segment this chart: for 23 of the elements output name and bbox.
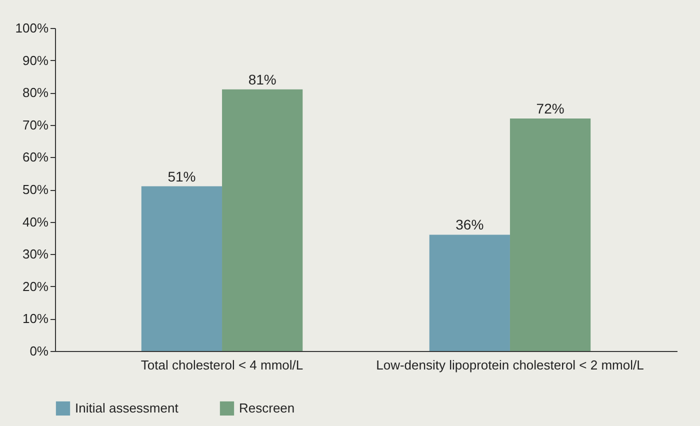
y-tick-label: 10% [22, 311, 49, 326]
y-tick-label: 50% [22, 182, 49, 197]
legend-label: Rescreen [239, 400, 295, 416]
y-tick-label: 60% [22, 150, 49, 165]
y-tick-label: 90% [22, 52, 49, 68]
bar [510, 118, 591, 351]
bar [141, 186, 222, 351]
legend-label: Initial assessment [75, 400, 179, 416]
y-tick-label: 20% [22, 278, 49, 294]
x-tick-label: Total cholesterol < 4 mmol/L [140, 358, 304, 372]
y-tick-label: 80% [22, 85, 49, 100]
bar [429, 234, 510, 351]
y-tick-label: 0% [30, 344, 49, 358]
data-label: 72% [536, 100, 564, 116]
y-tick-label: 100% [15, 20, 49, 36]
y-tick-label: 70% [22, 117, 49, 132]
y-tick-label: 30% [22, 246, 49, 262]
data-label: 51% [168, 168, 196, 184]
data-label: 81% [248, 71, 276, 88]
y-tick-label: 40% [22, 214, 49, 230]
bar [222, 89, 303, 351]
data-label: 36% [456, 216, 484, 233]
x-tick-label: Low-density lipoprotein cholesterol < 2 mmol/L [376, 358, 644, 372]
